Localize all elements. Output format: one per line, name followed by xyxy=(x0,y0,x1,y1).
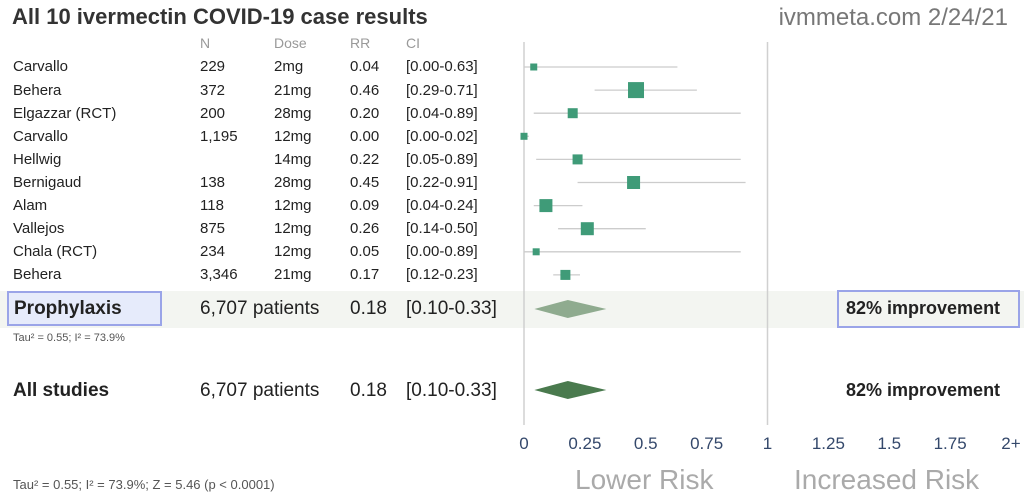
study-rr: 0.26 xyxy=(350,220,380,237)
study-name: Carvallo xyxy=(13,58,69,75)
study-name: Alam xyxy=(13,197,48,214)
x-tick-label: 0 xyxy=(519,434,528,453)
study-name: Bernigaud xyxy=(13,174,82,191)
study-ci: [0.29-0.71] xyxy=(406,82,478,99)
effect-marker xyxy=(572,154,583,165)
all-studies-label: All studies xyxy=(13,380,110,401)
study-name: Vallejos xyxy=(13,220,65,237)
effect-marker xyxy=(532,248,540,256)
study-dose: 2mg xyxy=(274,58,304,75)
study-dose: 12mg xyxy=(274,243,312,260)
x-tick-label: 1.25 xyxy=(812,434,845,453)
prophylaxis-label: Prophylaxis xyxy=(14,298,122,319)
study-ci: [0.14-0.50] xyxy=(406,220,478,237)
study-n: 118 xyxy=(200,197,224,214)
study-name: Chala (RCT) xyxy=(13,243,98,260)
effect-marker xyxy=(560,269,571,280)
x-tick-label: 1 xyxy=(763,434,772,453)
prophylaxis-patients: 6,707 patients xyxy=(200,298,320,319)
effect-marker xyxy=(530,63,538,71)
effect-marker xyxy=(580,222,594,236)
study-ci: [0.00-0.02] xyxy=(406,128,478,145)
all-studies-diamond xyxy=(534,381,607,399)
study-dose: 21mg xyxy=(274,82,312,99)
prophylaxis-ci: [0.10-0.33] xyxy=(406,298,497,319)
prophylaxis-highlight-box xyxy=(7,291,162,326)
study-n: 200 xyxy=(200,105,226,122)
study-rr: 0.22 xyxy=(350,151,380,168)
study-ci: [0.04-0.24] xyxy=(406,197,478,214)
study-dose: 28mg xyxy=(274,105,312,122)
study-rr: 0.05 xyxy=(350,243,380,260)
source-label: ivmmeta.com 2/24/21 xyxy=(778,4,1008,31)
column-header-ci: CI xyxy=(406,35,420,51)
study-ci: [0.04-0.89] xyxy=(406,105,478,122)
study-dose: 12mg xyxy=(274,197,312,214)
study-name: Elgazzar (RCT) xyxy=(13,105,117,122)
study-n: 138 xyxy=(200,174,226,191)
x-tick-label: 1.5 xyxy=(877,434,901,453)
prophylaxis-heterogeneity: Tau² = 0.55; I² = 73.9% xyxy=(13,332,125,344)
x-tick-label: 1.75 xyxy=(934,434,967,453)
study-ci: [0.22-0.91] xyxy=(406,174,478,191)
all-studies-patients: 6,707 patients xyxy=(200,380,320,401)
column-header-dose: Dose xyxy=(274,35,307,51)
study-rr: 0.09 xyxy=(350,197,380,214)
effect-marker xyxy=(627,176,641,189)
study-dose: 21mg xyxy=(274,266,312,283)
study-rr: 0.20 xyxy=(350,105,380,122)
study-name: Hellwig xyxy=(13,151,62,168)
effect-marker xyxy=(628,82,645,99)
study-rr: 0.17 xyxy=(350,266,380,283)
prophylaxis-band xyxy=(0,291,1024,328)
prophylaxis-diamond xyxy=(534,300,607,318)
study-dose: 12mg xyxy=(274,128,312,145)
study-n: 1,195 xyxy=(200,128,238,145)
all-studies-improvement: 82% improvement xyxy=(846,380,1001,400)
study-name: Carvallo xyxy=(13,128,69,145)
study-name: Behera xyxy=(13,82,62,99)
prophylaxis-improvement-box xyxy=(837,290,1020,328)
column-header-n: N xyxy=(200,35,211,51)
study-ci: [0.12-0.23] xyxy=(406,266,478,283)
effect-marker xyxy=(567,108,578,119)
study-dose: 28mg xyxy=(274,174,312,191)
effect-marker xyxy=(520,132,528,140)
footer-stats: Tau² = 0.55; I² = 73.9%; Z = 5.46 (p < 0… xyxy=(13,477,275,492)
chart-title: All 10 ivermectin COVID-19 case results xyxy=(12,4,428,29)
study-rr: 0.00 xyxy=(350,128,380,145)
study-rr: 0.04 xyxy=(350,58,380,75)
study-dose: 12mg xyxy=(274,220,312,237)
study-name: Behera xyxy=(13,266,62,283)
all-studies-ci: [0.10-0.33] xyxy=(406,380,497,401)
all-studies-rr: 0.18 xyxy=(350,380,387,401)
study-ci: [0.05-0.89] xyxy=(406,151,478,168)
study-dose: 14mg xyxy=(274,151,312,168)
study-ci: [0.00-0.89] xyxy=(406,243,478,260)
study-rr: 0.46 xyxy=(350,82,380,99)
increased-risk-label: Increased Risk xyxy=(794,464,980,495)
study-n: 372 xyxy=(200,82,226,99)
prophylaxis-improvement: 82% improvement xyxy=(846,298,1001,318)
lower-risk-label: Lower Risk xyxy=(575,464,714,495)
study-rr: 0.45 xyxy=(350,174,380,191)
study-n: 229 xyxy=(200,58,226,75)
x-tick-label: 0.5 xyxy=(634,434,658,453)
column-header-rr: RR xyxy=(350,35,371,51)
study-n: 875 xyxy=(200,220,226,237)
study-n: 234 xyxy=(200,243,226,260)
x-tick-label: 2+ xyxy=(1001,434,1020,453)
study-ci: [0.00-0.63] xyxy=(406,58,478,75)
x-tick-label: 0.75 xyxy=(690,434,723,453)
study-n: 3,346 xyxy=(200,266,238,283)
prophylaxis-rr: 0.18 xyxy=(350,298,387,319)
effect-marker xyxy=(539,199,553,213)
x-tick-label: 0.25 xyxy=(568,434,601,453)
